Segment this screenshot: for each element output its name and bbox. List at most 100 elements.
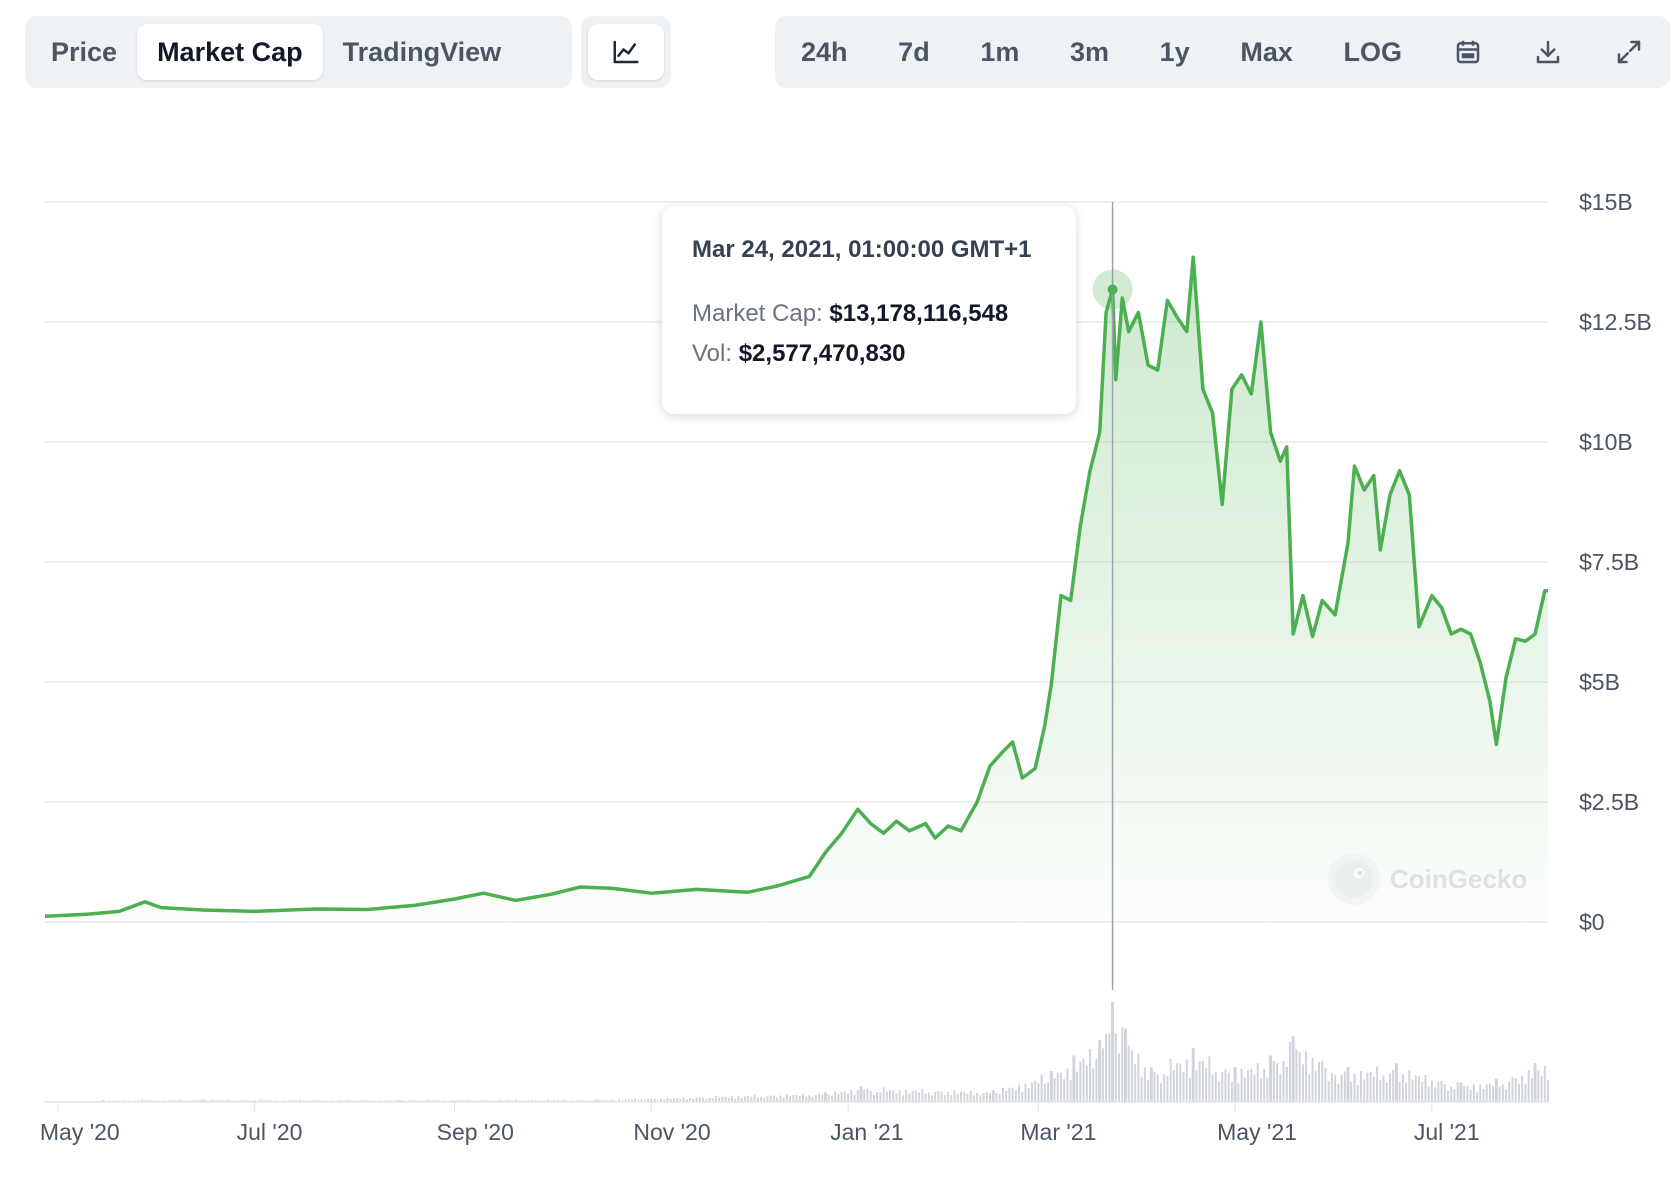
range-1m[interactable]: 1m [980,36,1020,67]
volume-bar [898,1090,901,1102]
volume-bar [1498,1086,1501,1102]
volume-bar [1123,1028,1127,1102]
coingecko-watermark: CoinGecko [1326,851,1527,907]
volume-bar [976,1092,979,1102]
x-tick-label: Sep '20 [437,1119,514,1145]
volume-bar [266,1100,269,1102]
volume-bar [766,1096,769,1102]
volume-bar [295,1100,298,1102]
volume-bar [1421,1081,1424,1102]
volume-bar [1243,1077,1246,1102]
log-toggle[interactable]: LOG [1343,36,1403,67]
volume-bar [682,1097,685,1102]
volume-bar [714,1096,717,1102]
fullscreen-button[interactable] [1598,24,1660,80]
volume-bar [1501,1084,1504,1102]
tab-market-cap[interactable]: Market Cap [137,24,323,80]
x-axis: May '20 Jul '20 Sep '20 Nov '20 Jan '21 Mar '… [40,1102,1480,1145]
range-24h[interactable]: 24h [801,36,848,67]
volume-bar [398,1100,402,1102]
market-cap-area [45,257,1548,922]
volume-bar [721,1096,724,1102]
volume-bar [1005,1091,1008,1102]
volume-bar [1056,1072,1059,1102]
volume-bar [753,1094,756,1102]
volume-bar [1021,1091,1024,1102]
volume-bar [1482,1089,1485,1102]
tab-tradingview[interactable]: TradingView [342,36,502,67]
volume-bar [492,1100,495,1102]
volume-bar [808,1095,811,1102]
volume-bar [1049,1070,1053,1102]
volume-bar [627,1099,630,1102]
volume-bar [1356,1084,1359,1102]
volume-bar [547,1099,550,1102]
volume-bar [698,1097,701,1102]
volume-bar [930,1095,933,1102]
volume-bar [1079,1061,1082,1102]
y-axis: $0 $2.5B $5B $7.5B $10B $12.5B $15B [1579,189,1652,935]
volume-bar [1172,1070,1175,1102]
volume-bar [760,1096,763,1102]
volume-bar [1327,1081,1330,1102]
range-1y[interactable]: 1y [1159,36,1190,67]
volume-bar [292,1100,295,1102]
volume-bar [1182,1072,1185,1102]
volume-bar [363,1100,366,1102]
volume-bar [101,1100,105,1102]
calendar-button[interactable] [1437,24,1499,80]
volume-bar [1053,1078,1056,1102]
volume-bar [837,1094,840,1102]
volume-bar [402,1100,405,1102]
volume-bar [1201,1060,1204,1102]
x-tick-label: Nov '20 [633,1119,710,1145]
volume-bar [1466,1086,1469,1102]
volume-bar [534,1100,537,1102]
volume-bar [1508,1081,1511,1102]
range-7d[interactable]: 7d [898,36,930,67]
volume-bar [466,1099,469,1102]
download-button[interactable] [1517,24,1579,80]
volume-bar [847,1093,850,1102]
volume-bar [169,1100,172,1102]
volume-bar [724,1096,727,1102]
volume-bar [140,1099,143,1102]
volume-bar [1369,1071,1372,1102]
volume-bar [853,1094,856,1102]
volume-bar [1085,1065,1088,1102]
volume-bar [601,1099,604,1102]
volume-bar [1437,1081,1440,1102]
volume-bar [1176,1063,1179,1102]
range-3m[interactable]: 3m [1070,36,1110,67]
volume-bar [1279,1074,1282,1102]
tab-price[interactable]: Price [51,36,118,67]
volume-bar [479,1100,482,1102]
volume-bar [243,1100,246,1102]
range-max[interactable]: Max [1240,36,1293,67]
volume-bar [1159,1083,1162,1102]
x-tick-label: Jul '20 [237,1119,303,1145]
volume-bar [859,1086,863,1102]
volume-bar [434,1100,437,1102]
volume-bar [901,1095,904,1102]
volume-bar [1479,1084,1482,1102]
volume-bar [892,1090,895,1102]
tooltip-volume: Vol: $2,577,470,830 [692,340,1046,368]
volume-bar [621,1100,624,1102]
volume-bar [324,1100,327,1102]
volume-bar [360,1100,363,1102]
volume-bar [882,1087,885,1102]
volume-bar [173,1100,176,1102]
volume-bar [1537,1070,1540,1102]
volume-bar [663,1099,666,1102]
volume-bar [108,1100,111,1102]
volume-bar [1514,1077,1517,1102]
volume-bar [282,1100,285,1102]
volume-bar [437,1100,440,1102]
volume-bar [1188,1078,1191,1102]
volume-bar [1472,1084,1475,1102]
line-chart-button[interactable] [588,24,664,80]
gecko-logo-icon [1328,853,1380,905]
volume-bar [1285,1066,1288,1102]
